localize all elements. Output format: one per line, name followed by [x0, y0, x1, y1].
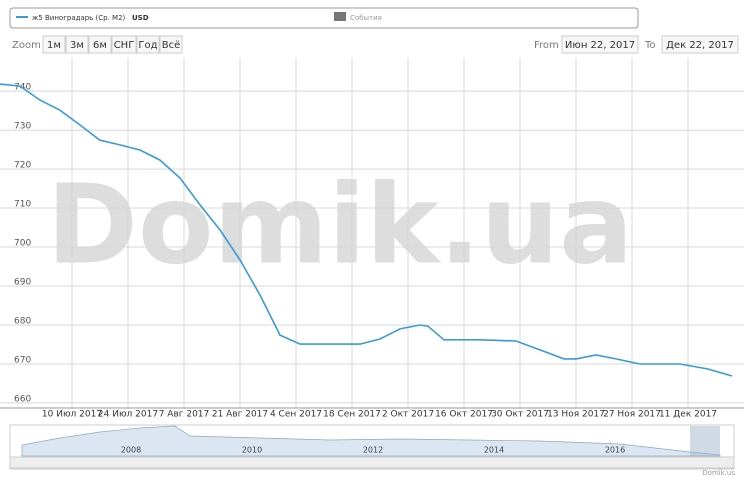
scrollbar[interactable] — [9, 456, 735, 469]
zoom-button-label: Всё — [162, 40, 181, 51]
x-tick-label: 10 Июл 2017 — [42, 410, 102, 420]
zoom-button[interactable] — [159, 35, 183, 54]
navigator-label: 2008 — [121, 446, 141, 455]
legend-box — [9, 7, 639, 29]
y-tick-label: 690 — [14, 278, 31, 288]
navigator-window[interactable] — [690, 426, 720, 456]
line-series — [0, 83, 733, 377]
zoom-label: Zoom — [12, 40, 41, 51]
y-tick-label: 680 — [14, 316, 31, 326]
events-swatch — [334, 12, 346, 21]
x-tick-label: 4 Сен 2017 — [270, 410, 322, 420]
y-tick-label: 660 — [14, 394, 31, 404]
zoom-button[interactable] — [111, 35, 137, 54]
x-tick-label: 21 Авг 2017 — [212, 410, 268, 420]
zoom-button-label: 1м — [47, 40, 61, 51]
x-tick-label: 27 Ноя 2017 — [603, 410, 661, 420]
from-label: From — [534, 40, 559, 51]
y-tick-label: 670 — [14, 355, 31, 365]
x-tick-label: 13 Ноя 2017 — [547, 410, 605, 420]
zoom-button[interactable] — [65, 35, 89, 54]
from-value: Июн 22, 2017 — [565, 40, 635, 51]
zoom-button[interactable] — [42, 35, 66, 54]
zoom-button[interactable] — [136, 35, 160, 54]
zoom-button-label: 3м — [70, 40, 84, 51]
credit[interactable]: Domik.us — [702, 469, 735, 477]
zoom-button-label: СНГ — [114, 40, 135, 51]
to-input[interactable] — [661, 35, 739, 54]
x-tick-label: 7 Авг 2017 — [159, 410, 210, 420]
to-label: To — [644, 40, 656, 51]
to-value: Дек 22, 2017 — [666, 40, 734, 51]
x-tick-label: 18 Сен 2017 — [323, 410, 381, 420]
y-tick-label: 730 — [14, 122, 31, 132]
watermark: Domik.ua — [47, 160, 634, 288]
navigator-label: 2016 — [605, 446, 625, 455]
x-tick-label: 2 Окт 2017 — [382, 410, 434, 420]
x-tick-label: 11 Дек 2017 — [659, 410, 717, 420]
navigator-label: 2012 — [363, 446, 383, 455]
x-tick-label: 24 Июл 2017 — [98, 410, 158, 420]
y-tick-label: 710 — [14, 200, 31, 210]
zoom-button[interactable] — [88, 35, 112, 54]
legend-entry[interactable]: ж5 Виноградарь (Ср. М2) — [32, 14, 126, 22]
navigator-label: 2014 — [484, 446, 504, 455]
events-label[interactable]: События — [350, 14, 382, 22]
x-tick-label: 30 Окт 2017 — [491, 410, 549, 420]
navigator-label: 2010 — [242, 446, 262, 455]
zoom-button-label: 6м — [93, 40, 107, 51]
zoom-button-label: Год — [138, 40, 157, 51]
from-input[interactable] — [561, 35, 639, 54]
y-tick-label: 720 — [14, 161, 31, 171]
x-tick-label: 16 Окт 2017 — [435, 410, 493, 420]
legend-unit: USD — [132, 14, 149, 22]
y-tick-label: 700 — [14, 239, 31, 249]
